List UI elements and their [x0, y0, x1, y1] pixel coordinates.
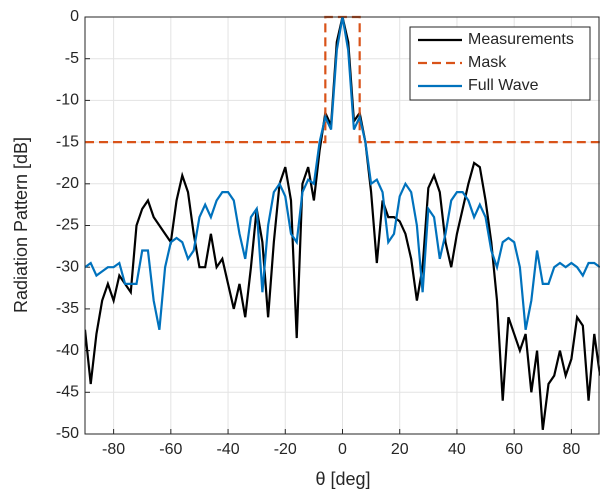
y-axis-label: Radiation Pattern [dB] [11, 137, 31, 313]
x-tick-label: 80 [562, 441, 580, 458]
y-tick-label: -45 [56, 384, 79, 401]
y-tick-label: 0 [70, 8, 79, 25]
x-tick-label: -60 [159, 441, 182, 458]
y-tick-label: -30 [56, 258, 79, 275]
legend-label: Measurements [468, 31, 574, 48]
y-tick-label: -50 [56, 425, 79, 442]
x-tick-label: 40 [448, 441, 466, 458]
y-tick-label: -35 [56, 300, 79, 317]
y-tick-label: -15 [56, 133, 79, 150]
x-tick-label: 60 [505, 441, 523, 458]
y-tick-label: -5 [65, 50, 79, 67]
x-tick-label: -80 [102, 441, 125, 458]
x-tick-label: -20 [274, 441, 297, 458]
axes-box [84, 16, 600, 435]
y-tick-label: -25 [56, 217, 79, 234]
x-tick-label: 20 [391, 441, 409, 458]
y-tick-label: -10 [56, 92, 79, 109]
x-tick-label: -40 [216, 441, 239, 458]
x-tick-label: 0 [338, 441, 347, 458]
legend-label: Mask [468, 54, 507, 71]
y-tick-label: -40 [56, 342, 79, 359]
x-axis-label: θ [deg] [315, 469, 370, 489]
legend-label: Full Wave [468, 77, 539, 94]
y-tick-label: -20 [56, 175, 79, 192]
